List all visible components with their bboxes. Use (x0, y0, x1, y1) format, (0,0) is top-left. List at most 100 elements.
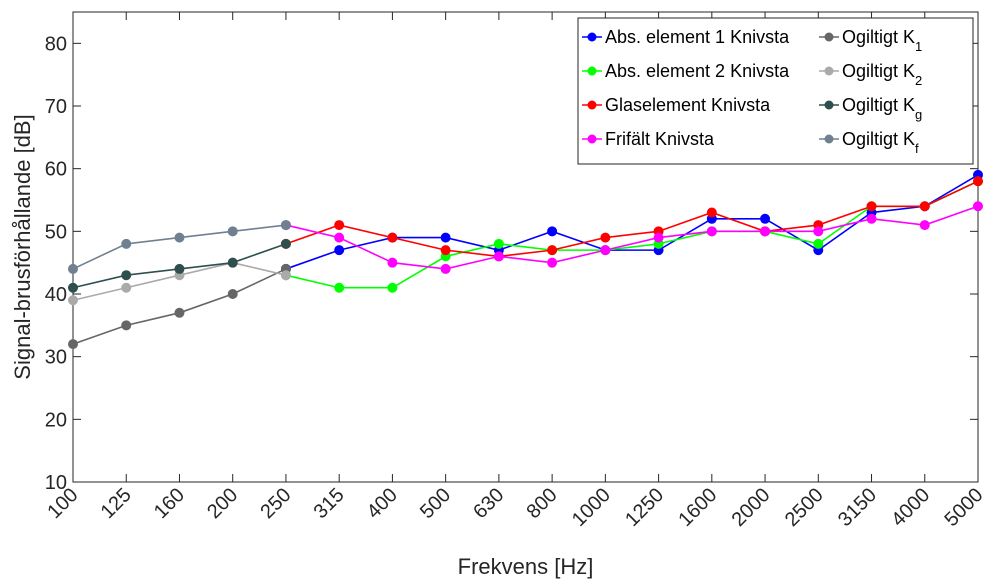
legend-subscript: f (915, 141, 919, 156)
data-point (280, 270, 291, 281)
y-tick-label: 50 (45, 221, 67, 243)
legend-subscript: 2 (915, 73, 922, 88)
x-tick-label: 500 (416, 484, 455, 523)
y-tick-label: 40 (45, 284, 67, 306)
y-tick-label: 70 (45, 96, 67, 118)
series-7 (68, 220, 291, 274)
data-point (68, 295, 78, 306)
x-tick-label: 250 (256, 484, 295, 523)
x-tick-label: 200 (203, 484, 242, 523)
series-line (285, 180, 979, 289)
legend-label: Frifält Knivsta (605, 129, 715, 149)
legend-subscript: g (915, 107, 922, 122)
data-point (280, 220, 291, 231)
x-tick-label: 2500 (781, 484, 828, 531)
data-point (547, 257, 558, 268)
legend-marker (587, 66, 597, 76)
series-line (285, 180, 979, 258)
data-point (174, 232, 185, 243)
x-tick-label: 125 (97, 484, 136, 523)
data-point (387, 232, 398, 243)
x-tick-label: 630 (469, 484, 508, 523)
data-point (121, 270, 132, 281)
data-point (121, 282, 132, 293)
y-axis-label: Signal-brusförhållande [dB] (10, 114, 35, 379)
series-6 (68, 238, 291, 293)
legend-marker (824, 100, 834, 110)
data-point (493, 251, 504, 262)
y-tick-label: 10 (45, 472, 67, 494)
axes-box (72, 11, 979, 483)
series-line (285, 205, 979, 270)
data-point (121, 320, 132, 331)
legend-box (577, 17, 974, 165)
x-tick-label: 315 (310, 484, 349, 523)
data-point (387, 282, 398, 293)
legend-label: Abs. element 1 Knivsta (605, 27, 790, 47)
data-point (334, 232, 345, 243)
series-line (285, 174, 979, 270)
data-point (121, 238, 132, 249)
data-point (706, 226, 717, 237)
data-point (600, 232, 611, 243)
legend-marker (587, 100, 597, 110)
y-tick-label: 30 (45, 347, 67, 369)
data-point (227, 289, 238, 299)
x-tick-label: 4000 (887, 484, 934, 531)
data-point (493, 238, 504, 249)
data-point (174, 263, 185, 274)
legend-marker (587, 134, 597, 144)
x-tick-label: 800 (522, 484, 561, 523)
data-point (600, 245, 611, 256)
data-point (760, 226, 771, 237)
data-point (547, 226, 558, 237)
x-tick-label: 160 (150, 484, 189, 523)
x-tick-label: 2000 (728, 484, 775, 531)
data-point (919, 201, 930, 212)
legend-marker (587, 32, 597, 42)
legend: Abs. element 1 Knivsta Abs. element 2 Kni… (577, 17, 974, 165)
legend-marker (824, 66, 834, 76)
legend-label: Abs. element 2 Knivsta (605, 61, 790, 81)
x-tick-label: 1250 (621, 484, 668, 531)
data-point (760, 213, 771, 224)
data-point (973, 201, 983, 212)
data-point (334, 282, 345, 293)
legend-subscript: 1 (915, 39, 922, 54)
data-point (813, 226, 824, 237)
legend-marker (824, 32, 834, 42)
data-point (280, 238, 291, 249)
data-point (387, 257, 398, 268)
data-point (440, 245, 451, 256)
data-point (68, 263, 78, 274)
x-tick-label: 1600 (674, 484, 721, 531)
x-tick-label: 400 (363, 484, 402, 523)
data-point (334, 220, 345, 231)
x-tick-label: 3150 (834, 484, 881, 531)
x-tick-label: 1000 (568, 484, 615, 531)
data-point (440, 232, 451, 243)
legend-label: Glaselement Knivsta (605, 95, 771, 115)
y-tick-label: 60 (45, 159, 67, 181)
data-point (174, 307, 185, 318)
data-point (68, 282, 78, 293)
data-point (227, 226, 238, 237)
y-tick-label: 80 (45, 33, 67, 55)
legend-marker (824, 134, 834, 144)
data-point (227, 257, 238, 268)
data-point (919, 220, 930, 231)
data-point (706, 207, 717, 218)
x-tick-label: 5000 (941, 484, 988, 531)
series-0 (280, 169, 983, 274)
series-line (72, 224, 287, 270)
data-point (866, 201, 877, 212)
data-point (973, 176, 983, 187)
y-tick-label: 20 (45, 409, 67, 431)
data-point (547, 245, 558, 256)
x-axis-label: Frekvens [Hz] (458, 554, 594, 579)
data-point (866, 213, 877, 224)
data-point (653, 232, 664, 243)
data-point (334, 245, 345, 256)
